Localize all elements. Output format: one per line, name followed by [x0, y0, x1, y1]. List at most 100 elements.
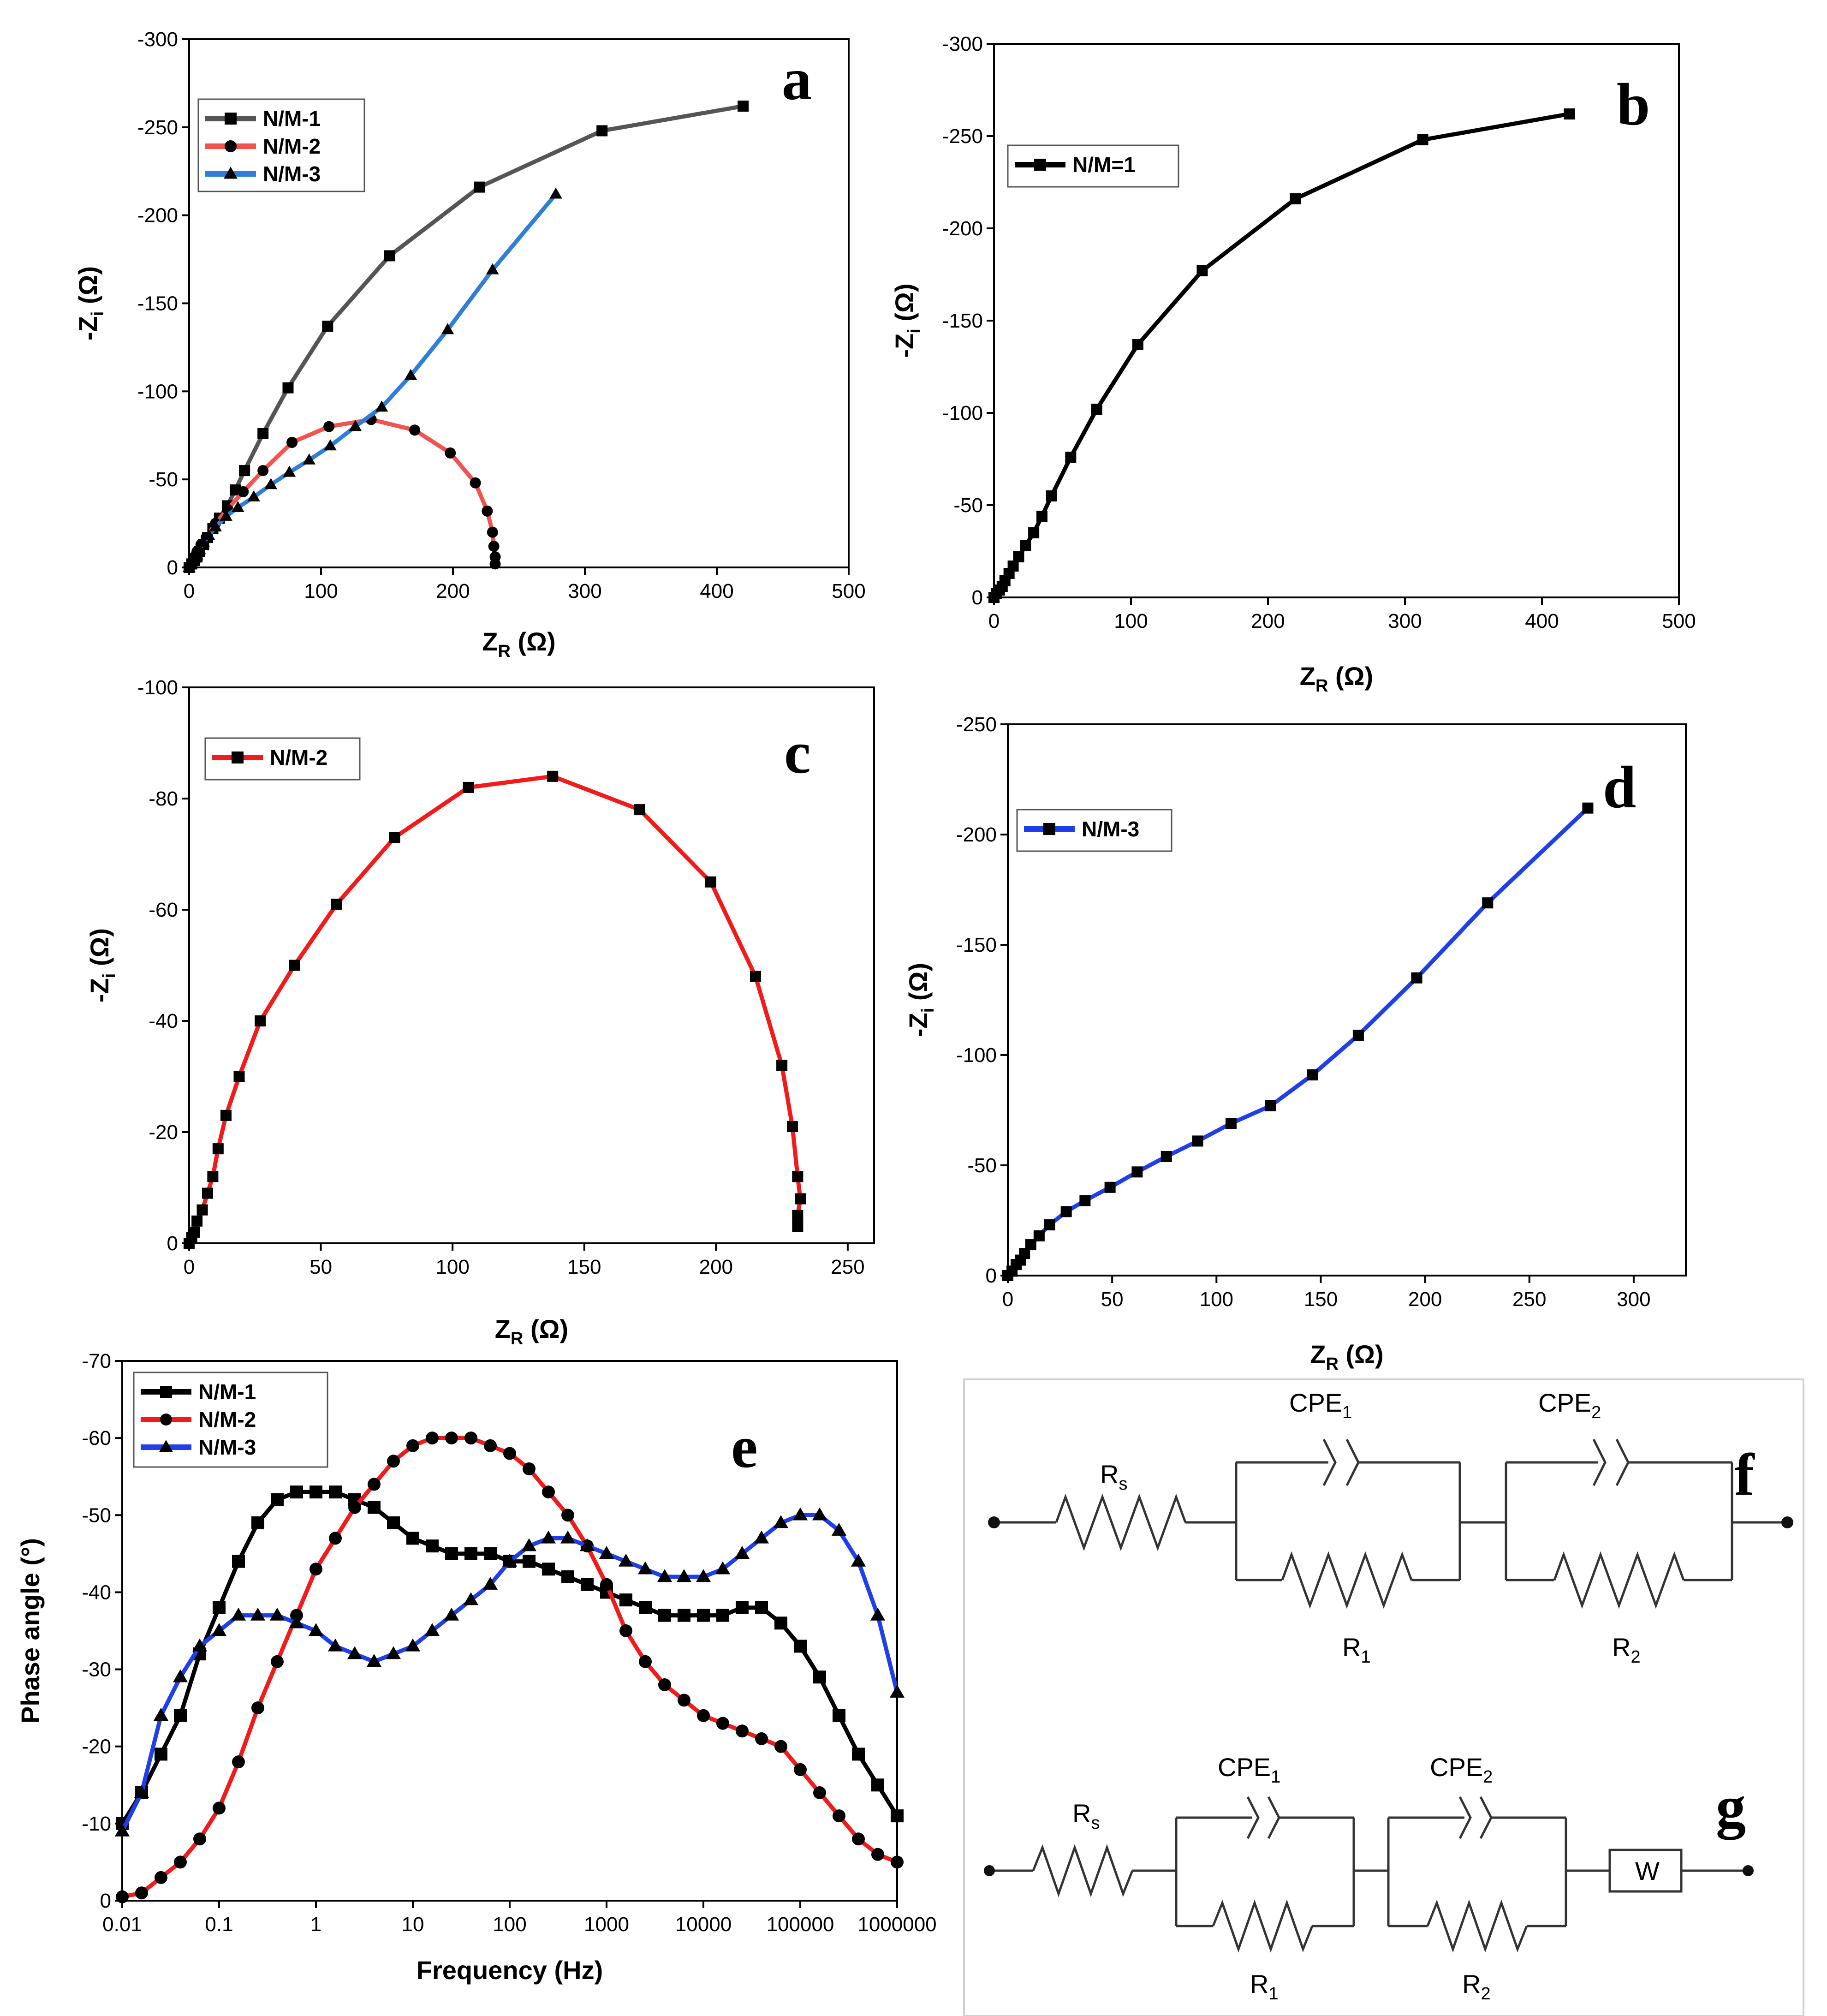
- x-axis-label: Frequency (Hz): [417, 1956, 603, 1985]
- y-tick-label: -50: [953, 494, 983, 517]
- data-point-marker: [639, 1655, 652, 1668]
- series-n-m-2: [116, 1431, 904, 1903]
- data-point-marker: [303, 453, 316, 465]
- data-point-marker: [705, 876, 716, 888]
- data-point-marker: [174, 1855, 187, 1869]
- legend-label: N/M-2: [263, 134, 321, 158]
- data-point-marker: [716, 1717, 729, 1730]
- x-tick-label: 500: [832, 580, 865, 602]
- x-tick-label: 200: [1408, 1288, 1442, 1311]
- x-tick-label: 0: [184, 580, 195, 602]
- circuit-g-cpe1-label: CPE1: [1218, 1753, 1280, 1787]
- circuit-f-r2-label: R2: [1612, 1633, 1641, 1667]
- data-point-marker: [386, 1646, 401, 1659]
- panel-letter-a: a: [782, 46, 812, 113]
- data-point-marker: [1020, 540, 1031, 551]
- y-tick-label: -50: [967, 1154, 997, 1177]
- x-tick-label: 300: [1617, 1288, 1650, 1311]
- data-point-marker: [387, 1455, 400, 1468]
- circuit-f-cpe2-label: CPE2: [1538, 1388, 1601, 1422]
- data-point-marker: [389, 832, 400, 843]
- data-point-marker: [211, 1623, 227, 1636]
- panel-f-frame: [963, 1378, 1804, 2016]
- data-point-marker: [579, 1538, 595, 1551]
- data-point-marker: [348, 1501, 361, 1514]
- data-point-marker: [1582, 802, 1594, 814]
- data-point-marker: [1132, 339, 1143, 350]
- panel-f-circuit: f Rs CPE1: [963, 1378, 1804, 2016]
- y-tick-label: -10: [82, 1813, 111, 1835]
- circuit-f-wires: [994, 1438, 1787, 1609]
- data-point-marker: [549, 187, 562, 199]
- data-point-marker: [657, 1569, 672, 1582]
- data-point-marker: [792, 1221, 803, 1232]
- y-axis-label: -Zi (Ω): [85, 928, 119, 1002]
- data-point-marker: [658, 1609, 671, 1622]
- data-point-marker: [153, 1708, 169, 1721]
- data-point-marker: [327, 1638, 343, 1652]
- data-point-marker: [502, 1553, 518, 1567]
- x-tick-label: 50: [309, 1256, 332, 1278]
- data-point-marker: [658, 1678, 671, 1691]
- data-point-marker: [463, 1592, 479, 1605]
- data-point-marker: [486, 263, 499, 274]
- data-point-marker: [774, 1740, 787, 1753]
- data-point-marker: [852, 1748, 865, 1761]
- data-point-marker: [697, 1709, 710, 1722]
- y-tick-label: -40: [82, 1581, 111, 1604]
- data-point-marker: [600, 1578, 613, 1591]
- data-point-marker: [445, 1547, 458, 1560]
- circuit-g-terminal-right: [1743, 1865, 1754, 1876]
- data-point-marker: [251, 1701, 264, 1715]
- x-tick-label: 150: [1304, 1288, 1338, 1311]
- data-point-marker: [1265, 1100, 1276, 1111]
- data-point-marker: [324, 439, 337, 451]
- data-point-marker: [813, 1670, 826, 1684]
- legend-marker: [1034, 159, 1046, 171]
- data-point-marker: [792, 1171, 803, 1182]
- data-point-marker: [202, 1187, 213, 1199]
- data-point-marker: [774, 1616, 787, 1630]
- x-axis-label: ZR (Ω): [495, 1314, 568, 1348]
- data-point-marker: [232, 1555, 245, 1568]
- data-point-marker: [347, 1646, 363, 1659]
- x-tick-label: 150: [567, 1256, 601, 1278]
- panel-d-nyquist-nm3: 0 50 100 150 200 250 300 0 -50 -100 -150 -200 -250 ZR…: [904, 713, 1687, 1374]
- y-tick-label: -150: [137, 292, 178, 315]
- y-tick-label: -100: [137, 380, 178, 403]
- legend-label: N/M=1: [1072, 153, 1136, 177]
- data-point-marker: [1225, 1118, 1237, 1129]
- data-point-marker: [795, 1193, 806, 1205]
- data-point-marker: [1091, 404, 1102, 415]
- series-n-m-2: [184, 770, 806, 1249]
- data-point-marker: [776, 1060, 788, 1071]
- data-point-marker: [247, 490, 260, 501]
- data-point-marker: [409, 424, 421, 436]
- data-point-marker: [754, 1530, 769, 1544]
- legend-label: N/M-1: [263, 107, 321, 131]
- circuit-g-r2-label: R2: [1462, 1969, 1491, 2004]
- data-point-marker: [155, 1871, 167, 1884]
- y-tick-label: -80: [149, 787, 178, 810]
- series-n-m-1: [116, 1485, 904, 1830]
- data-point-marker: [736, 1724, 749, 1738]
- x-tick-label: 400: [1525, 610, 1559, 632]
- panel-letter-f: f: [1734, 1442, 1755, 1508]
- y-tick-label: -150: [956, 934, 997, 956]
- circuit-g-r1-label: R1: [1250, 1969, 1279, 2004]
- data-point-marker: [239, 465, 250, 477]
- data-point-marker: [736, 1601, 749, 1614]
- data-point-marker: [794, 1640, 807, 1653]
- data-point-marker: [445, 447, 456, 459]
- data-point-marker: [833, 1709, 845, 1722]
- series-n-m-3: [183, 187, 562, 572]
- data-point-marker: [232, 1755, 245, 1769]
- data-point-marker: [193, 1832, 206, 1846]
- data-point-marker: [871, 1778, 884, 1792]
- y-tick-label: -300: [942, 33, 983, 55]
- data-point-marker: [255, 1015, 266, 1026]
- data-point-marker: [773, 1515, 789, 1528]
- plot-frame: [188, 686, 875, 1244]
- x-axis-label: ZR (Ω): [482, 627, 555, 661]
- data-point-marker: [560, 1530, 576, 1544]
